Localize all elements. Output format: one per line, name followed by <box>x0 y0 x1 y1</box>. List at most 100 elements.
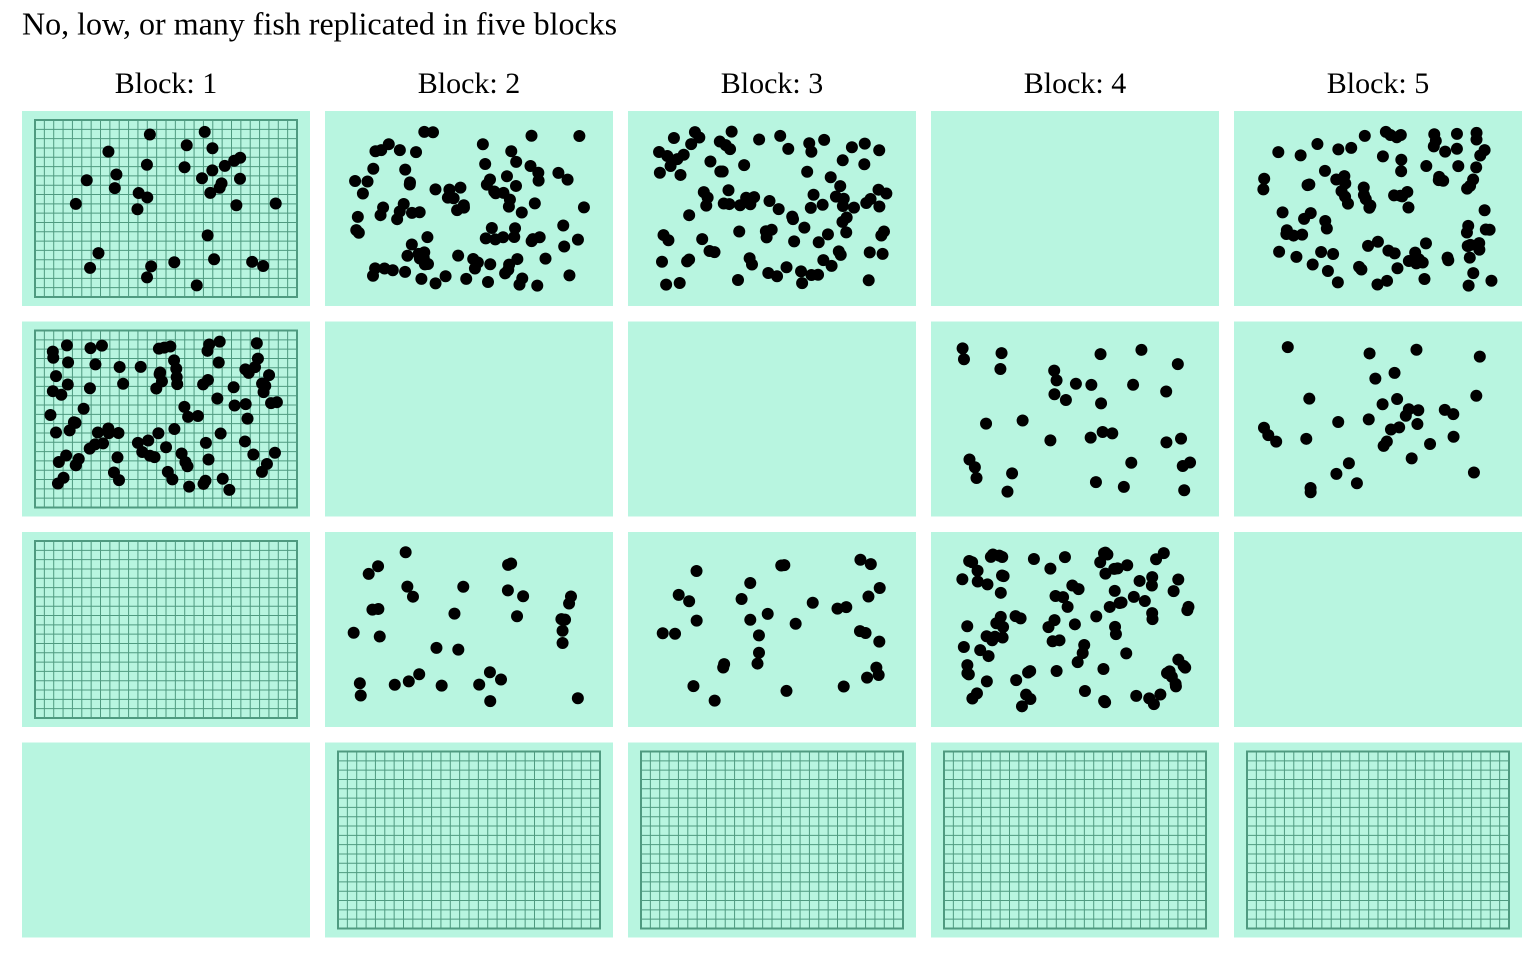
fish <box>131 203 144 216</box>
fish <box>1470 389 1483 402</box>
fish <box>349 174 362 187</box>
fish <box>1058 551 1071 564</box>
fish <box>1350 477 1363 490</box>
fish <box>1411 418 1424 431</box>
fish <box>687 680 700 693</box>
fish <box>1384 423 1397 436</box>
fish <box>511 610 524 623</box>
fish <box>84 261 97 274</box>
fish <box>484 695 497 708</box>
fish <box>870 661 883 674</box>
fish <box>821 228 834 241</box>
fish <box>803 137 816 150</box>
fish <box>683 595 696 608</box>
fish <box>1050 374 1063 387</box>
fish <box>859 627 872 640</box>
fish <box>102 422 115 435</box>
fish <box>725 125 738 138</box>
fish <box>134 360 147 373</box>
fish <box>1363 347 1376 360</box>
fish <box>435 679 448 692</box>
fish <box>966 692 979 705</box>
fish <box>501 584 514 597</box>
fish <box>759 225 772 238</box>
fish <box>1046 635 1059 648</box>
fish <box>1169 677 1182 690</box>
fish <box>704 155 717 168</box>
fish <box>674 168 687 181</box>
fish <box>873 200 886 213</box>
column-header: Block: 1 <box>115 67 218 100</box>
fish <box>148 451 161 464</box>
fish <box>206 142 219 155</box>
fish <box>238 435 251 448</box>
fish <box>1068 618 1081 631</box>
fish <box>683 253 696 266</box>
fish <box>829 190 842 203</box>
fish <box>168 256 181 269</box>
fish <box>669 627 682 640</box>
fish <box>468 262 481 275</box>
fish <box>190 279 203 292</box>
fish <box>963 555 976 568</box>
fish <box>812 268 825 281</box>
panel <box>931 321 1219 517</box>
fish <box>1048 388 1061 401</box>
fish <box>454 181 467 194</box>
fish <box>195 172 208 185</box>
fish <box>1450 142 1463 155</box>
fish <box>182 410 195 423</box>
fish <box>421 231 434 244</box>
fish <box>1179 661 1192 674</box>
fish <box>50 426 63 439</box>
fish <box>91 426 104 439</box>
fish <box>1127 590 1140 603</box>
fish <box>806 596 819 609</box>
fish <box>251 352 264 365</box>
fish <box>198 125 211 138</box>
fish <box>1160 436 1173 449</box>
fish <box>1438 403 1451 416</box>
fish <box>391 213 404 226</box>
fish <box>1478 204 1491 217</box>
fish <box>812 236 825 249</box>
fish <box>211 392 224 405</box>
fish <box>1461 182 1474 195</box>
fish <box>353 677 366 690</box>
fish <box>1410 343 1423 356</box>
fish <box>788 235 801 248</box>
fish <box>1315 246 1328 259</box>
fish <box>789 617 802 630</box>
fish <box>1304 482 1317 495</box>
fish <box>1094 348 1107 361</box>
fish <box>980 417 993 430</box>
fish <box>1059 394 1072 407</box>
fish <box>92 247 105 260</box>
fish <box>656 627 669 640</box>
fish <box>690 564 703 577</box>
fish <box>97 437 110 450</box>
fish <box>718 658 731 671</box>
fish <box>753 133 766 146</box>
fish <box>1419 237 1432 250</box>
fish <box>796 277 809 290</box>
fish <box>685 138 698 151</box>
fish <box>761 607 774 620</box>
fish <box>72 452 85 465</box>
fish <box>994 586 1007 599</box>
fish <box>738 159 751 172</box>
fish <box>743 252 756 265</box>
fish <box>386 264 399 277</box>
fish <box>1044 562 1057 575</box>
fish <box>1117 480 1130 493</box>
fish <box>239 398 252 411</box>
fish <box>744 613 757 626</box>
fish <box>1338 170 1351 183</box>
fish <box>80 174 93 187</box>
fish <box>1167 585 1180 598</box>
fish <box>1345 141 1358 154</box>
fish <box>660 278 673 291</box>
fish <box>1001 485 1014 498</box>
fish <box>1485 274 1498 287</box>
fish <box>199 436 212 449</box>
